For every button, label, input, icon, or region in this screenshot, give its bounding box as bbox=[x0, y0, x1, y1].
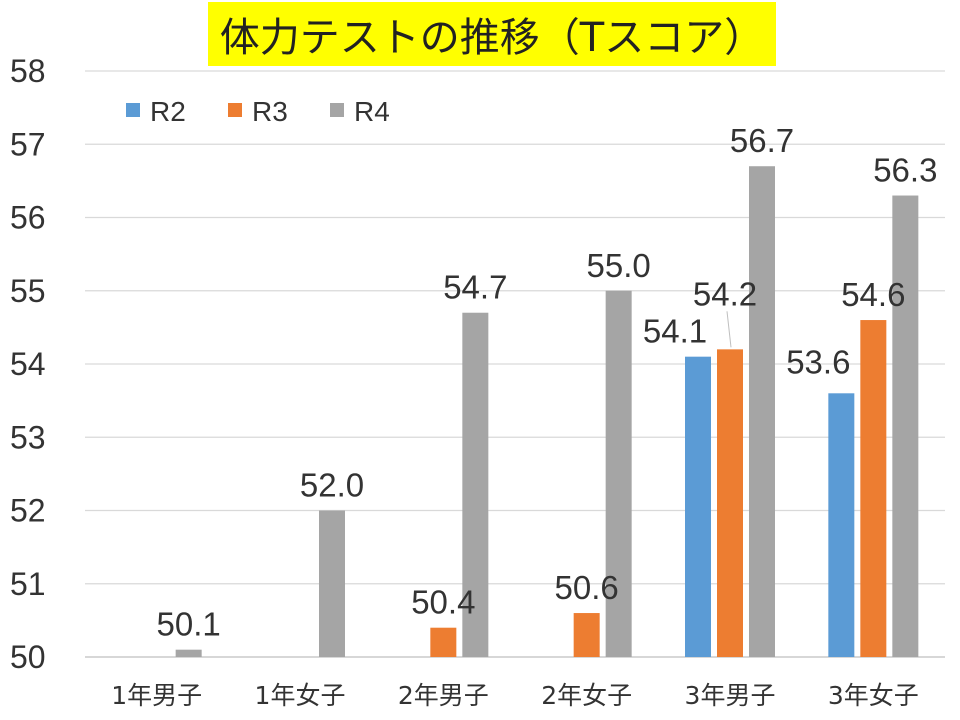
bars bbox=[175, 166, 919, 657]
bar-r2 bbox=[828, 393, 855, 657]
data-label: 54.2 bbox=[693, 275, 757, 312]
bar-r4 bbox=[462, 312, 489, 657]
gridlines bbox=[85, 70, 945, 658]
y-tick-label: 50 bbox=[10, 639, 46, 675]
data-label: 53.6 bbox=[786, 343, 850, 380]
legend-label-r3: R3 bbox=[252, 96, 288, 127]
y-tick-label: 58 bbox=[10, 53, 46, 89]
y-tick-label: 54 bbox=[10, 346, 46, 382]
data-label: 55.0 bbox=[587, 247, 651, 284]
data-label: 52.0 bbox=[300, 467, 364, 504]
x-tick-label: 3年男子 bbox=[685, 681, 776, 710]
chart-title-box: 体力テストの推移（Tスコア） bbox=[208, 2, 776, 66]
data-label: 50.6 bbox=[555, 569, 619, 606]
y-tick-label: 53 bbox=[10, 419, 46, 455]
legend-swatch-r2 bbox=[126, 103, 140, 117]
x-tick-label: 3年女子 bbox=[828, 681, 919, 710]
x-tick-label: 2年男子 bbox=[398, 681, 489, 710]
chart-title: 体力テストの推移（Tスコア） bbox=[219, 15, 765, 61]
y-tick-label: 52 bbox=[10, 493, 46, 529]
data-label: 50.1 bbox=[157, 606, 221, 643]
legend: R2 R3 R4 bbox=[126, 96, 390, 127]
y-tick-label: 57 bbox=[10, 126, 46, 162]
y-tick-label: 56 bbox=[10, 200, 46, 236]
legend-label-r4: R4 bbox=[354, 96, 390, 127]
y-tick-label: 51 bbox=[10, 566, 46, 602]
bar-r4 bbox=[749, 166, 775, 657]
legend-swatch-r3 bbox=[228, 103, 242, 117]
legend-label-r2: R2 bbox=[150, 96, 186, 127]
bar-r3 bbox=[860, 320, 887, 657]
x-tick-label: 1年女子 bbox=[255, 681, 346, 710]
data-label: 54.7 bbox=[443, 269, 507, 306]
x-axis: 1年男子 1年女子 2年男子 2年女子 3年男子 3年女子 bbox=[111, 681, 919, 710]
data-label: 54.1 bbox=[643, 313, 707, 350]
data-label: 54.6 bbox=[841, 276, 905, 313]
y-tick-label: 55 bbox=[10, 273, 46, 309]
data-label: 56.3 bbox=[873, 152, 937, 189]
data-label: 50.4 bbox=[411, 584, 475, 621]
bar-r3 bbox=[717, 349, 743, 657]
x-tick-label: 1年男子 bbox=[111, 681, 202, 710]
bar-r4 bbox=[892, 195, 919, 657]
bar-r3 bbox=[430, 627, 457, 657]
bar-r2 bbox=[685, 356, 711, 657]
bar-r4 bbox=[175, 649, 202, 657]
bar-r3 bbox=[573, 613, 600, 657]
y-axis: 50 51 52 53 54 55 56 57 58 bbox=[10, 53, 46, 675]
bar-r4 bbox=[605, 290, 632, 657]
data-labels: 50.1 52.0 50.4 54.7 50.6 55.0 54.154.2 56.7 53.6… bbox=[157, 122, 938, 642]
legend-swatch-r4 bbox=[330, 103, 344, 117]
data-label: 56.7 bbox=[730, 122, 794, 159]
x-tick-label: 2年女子 bbox=[541, 681, 632, 710]
bar-r4 bbox=[319, 510, 345, 657]
label-leader-line bbox=[726, 311, 732, 348]
